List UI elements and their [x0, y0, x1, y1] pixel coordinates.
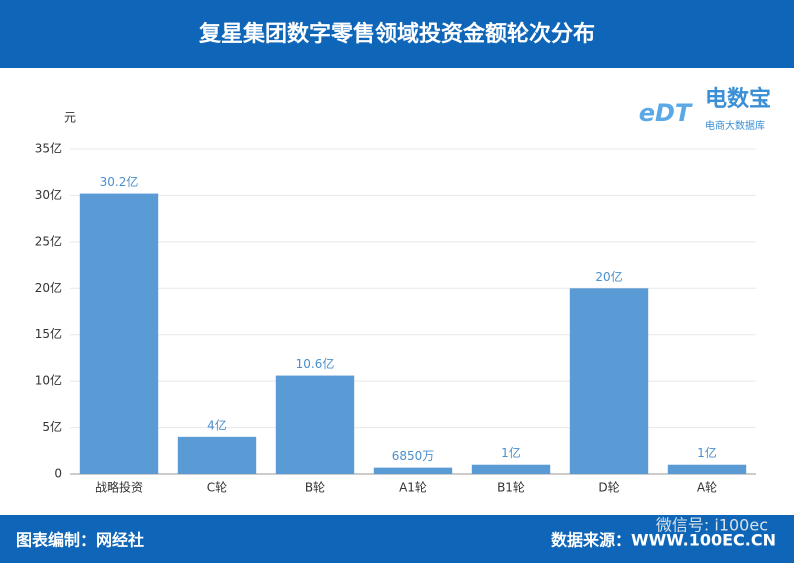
value-label: 20亿 [595, 269, 622, 284]
value-label: 10.6亿 [296, 356, 335, 371]
x-tick-label: D轮 [598, 481, 619, 495]
y-axis-label: 元 [64, 111, 76, 125]
logo-mark: eDT [639, 99, 693, 127]
bar [275, 375, 355, 474]
y-tick-label: 10亿 [35, 373, 62, 388]
footer-band [0, 515, 794, 563]
bar [667, 464, 747, 474]
value-label: 30.2亿 [100, 174, 139, 189]
y-tick-label: 30亿 [35, 187, 62, 202]
value-label: 4亿 [207, 417, 227, 432]
y-tick-label: 15亿 [35, 326, 62, 341]
value-label: 1亿 [501, 445, 521, 460]
header-band [0, 0, 794, 68]
x-tick-label: B轮 [305, 481, 325, 495]
footer-right: 数据来源：WWW.100EC.CN [551, 531, 776, 550]
y-tick-label: 5亿 [42, 419, 62, 434]
footer-left: 图表编制：网经社 [16, 531, 144, 550]
x-tick-label: B1轮 [497, 481, 525, 495]
x-tick-label: A1轮 [399, 481, 427, 495]
x-tick-label: 战略投资 [95, 480, 143, 495]
value-label: 6850万 [392, 449, 435, 463]
value-label: 1亿 [697, 445, 717, 460]
bar [569, 288, 649, 474]
bar [177, 436, 257, 474]
bar [79, 193, 159, 475]
watermark: 微信号: i100ec [656, 516, 768, 535]
y-tick-label: 35亿 [35, 141, 62, 156]
chart-title: 复星集团数字零售领域投资金额轮次分布 [198, 21, 595, 47]
x-tick-label: A轮 [697, 481, 717, 495]
bar [373, 467, 453, 474]
bar [471, 464, 551, 474]
logo-name: 电数宝 [705, 86, 771, 112]
y-tick-label: 0 [54, 467, 62, 481]
logo-tagline: 电商大数据库 [705, 119, 765, 132]
y-tick-label: 25亿 [35, 233, 62, 248]
x-tick-label: C轮 [207, 481, 227, 495]
y-tick-label: 20亿 [35, 280, 62, 295]
